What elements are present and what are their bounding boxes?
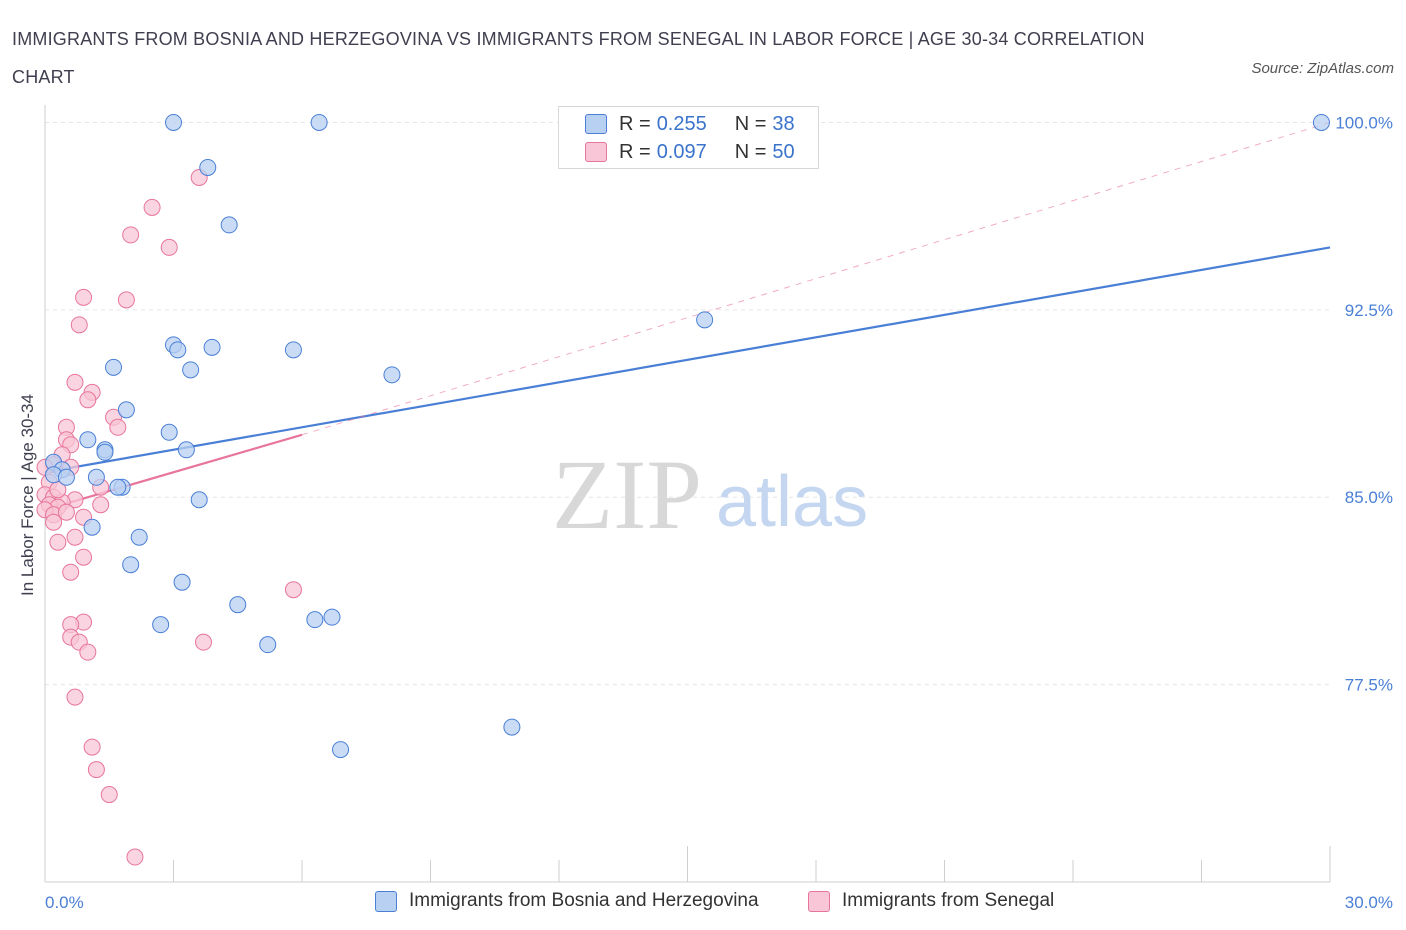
x-tick-label: 30.0% (1345, 893, 1393, 912)
data-point-senegal (109, 418, 127, 436)
legend-n-value: 38 (772, 112, 795, 135)
data-point-senegal (66, 373, 84, 391)
data-point-senegal (66, 688, 84, 706)
trend-lines (44, 122, 1331, 511)
legend-n-value: 50 (772, 140, 795, 163)
data-point-bosnia (182, 361, 200, 379)
data-point-senegal (117, 291, 135, 309)
data-point-bosnia (332, 741, 350, 759)
data-point-senegal (92, 496, 110, 514)
data-point-bosnia (122, 556, 140, 574)
y-tick-label: 85.0% (1345, 488, 1393, 507)
data-point-senegal (143, 198, 161, 216)
data-point-senegal (57, 503, 75, 521)
data-point-senegal (194, 633, 212, 651)
source-label: Source: ZipAtlas.com (1251, 60, 1394, 77)
data-point-senegal (126, 848, 144, 866)
data-point-senegal (70, 316, 88, 334)
data-point-senegal (160, 238, 178, 256)
data-point-bosnia (177, 441, 195, 459)
y-tick-label: 100.0% (1335, 113, 1393, 132)
data-point-senegal (79, 643, 97, 661)
legend-row-bosnia: R = 0.255 N = 38 (585, 112, 795, 136)
legend-r-label: R = (619, 112, 651, 135)
chart-title: IMMIGRANTS FROM BOSNIA AND HERZEGOVINA V… (12, 29, 1145, 87)
data-point-bosnia (109, 478, 127, 496)
data-point-bosnia (1312, 113, 1330, 131)
legend-n-label: N = (734, 112, 767, 135)
data-point-bosnia (696, 311, 714, 329)
bottom-legend-swatch-senegal (808, 890, 830, 912)
data-point-senegal (66, 528, 84, 546)
data-point-bosnia (130, 528, 148, 546)
data-point-bosnia (152, 616, 170, 634)
data-point-bosnia (96, 443, 114, 461)
data-point-bosnia (169, 341, 187, 359)
data-point-senegal (100, 786, 118, 804)
trend-line-bosnia (44, 246, 1331, 474)
data-point-bosnia (503, 718, 521, 736)
data-point-bosnia (284, 341, 302, 359)
data-point-bosnia (79, 431, 97, 449)
data-point-bosnia (306, 611, 324, 629)
data-point-bosnia (259, 636, 277, 654)
data-point-bosnia (190, 491, 208, 509)
watermark-atlas: atlas (716, 462, 868, 542)
legend-r-label: R = (619, 140, 651, 163)
legend-row-senegal: R = 0.097 N = 50 (585, 140, 795, 164)
data-point-bosnia (203, 338, 221, 356)
data-point-senegal (75, 548, 93, 566)
data-point-bosnia (83, 518, 101, 536)
data-point-senegal (83, 738, 101, 756)
legend-r-value: 0.097 (656, 140, 707, 163)
legend-swatch-senegal (585, 142, 607, 162)
legend-swatch-bosnia (585, 114, 607, 134)
data-point-senegal (49, 533, 67, 551)
trend-line-senegal (44, 433, 303, 511)
bottom-legend-label-senegal: Immigrants from Senegal (842, 890, 1055, 911)
data-point-bosnia (220, 216, 238, 234)
data-point-senegal (62, 563, 80, 581)
bottom-legend-swatch-bosnia (375, 890, 397, 912)
data-point-bosnia (117, 401, 135, 419)
data-point-senegal (75, 288, 93, 306)
data-point-bosnia (57, 468, 75, 486)
data-point-bosnia (383, 366, 401, 384)
bottom-legend-senegal: Immigrants from Senegal (808, 890, 1054, 912)
legend-r-value: 0.255 (656, 112, 707, 135)
data-point-senegal (122, 226, 140, 244)
data-point-bosnia (173, 573, 191, 591)
data-point-bosnia (229, 596, 247, 614)
data-point-bosnia (105, 358, 123, 376)
watermark: ZIP atlas (552, 439, 868, 550)
bottom-legend-bosnia: Immigrants from Bosnia and Herzegovina (375, 890, 759, 912)
data-point-bosnia (87, 468, 105, 486)
trend-extension (301, 122, 1331, 436)
bottom-legend-label-bosnia: Immigrants from Bosnia and Herzegovina (409, 890, 759, 911)
data-point-senegal (284, 581, 302, 599)
data-point-senegal (79, 391, 97, 409)
data-point-bosnia (199, 158, 217, 176)
legend-n-label: N = (734, 140, 767, 163)
data-points (36, 113, 1330, 866)
x-tick-label: 0.0% (45, 893, 84, 912)
tick-labels: 100.0% 92.5% 85.0% 77.5% 0.0% 30.0% (45, 113, 1393, 912)
data-point-bosnia (310, 113, 328, 131)
watermark-zip: ZIP (552, 439, 702, 550)
data-point-senegal (45, 513, 63, 531)
data-point-senegal (87, 761, 105, 779)
data-point-bosnia (323, 608, 341, 626)
data-point-bosnia (160, 423, 178, 441)
y-tick-label: 92.5% (1345, 301, 1393, 320)
legend: R = 0.255 N = 38 R = 0.097 N = 50 (558, 106, 819, 169)
data-point-bosnia (165, 113, 182, 131)
y-tick-label: 77.5% (1345, 676, 1393, 695)
